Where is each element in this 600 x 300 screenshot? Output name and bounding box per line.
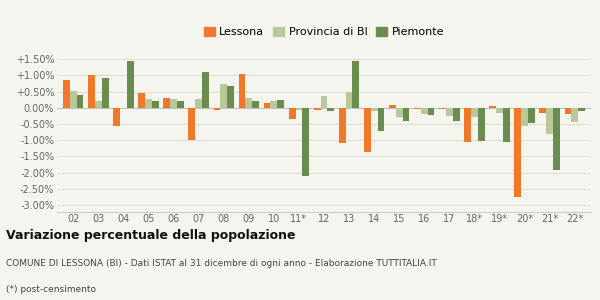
Bar — [546, 108, 553, 134]
Bar — [578, 108, 585, 111]
Bar — [277, 100, 284, 108]
Bar — [252, 100, 259, 108]
Bar — [95, 100, 102, 108]
Bar — [127, 61, 134, 108]
Bar — [163, 98, 170, 108]
Bar — [188, 108, 195, 140]
Bar — [264, 103, 271, 108]
Bar — [339, 108, 346, 143]
Bar — [503, 108, 509, 142]
Bar — [245, 98, 252, 108]
Bar — [496, 108, 503, 113]
Bar — [227, 86, 234, 108]
Bar — [70, 91, 77, 108]
Bar — [428, 108, 434, 115]
Bar — [403, 108, 409, 122]
Bar — [346, 92, 352, 108]
Bar — [239, 74, 245, 108]
Bar — [446, 108, 453, 116]
Bar — [421, 108, 428, 114]
Bar — [528, 108, 535, 123]
Bar — [396, 108, 403, 117]
Text: (*) post-censimento: (*) post-censimento — [6, 285, 96, 294]
Bar — [202, 72, 209, 108]
Bar — [113, 108, 120, 126]
Bar — [320, 96, 328, 108]
Bar — [565, 108, 571, 114]
Bar — [414, 108, 421, 109]
Bar — [170, 99, 177, 108]
Bar — [314, 108, 320, 110]
Bar — [289, 108, 296, 119]
Bar — [514, 108, 521, 197]
Bar — [371, 108, 377, 111]
Bar — [377, 108, 384, 131]
Bar — [195, 99, 202, 108]
Bar — [490, 106, 496, 108]
Bar — [214, 108, 220, 110]
Bar — [102, 78, 109, 108]
Bar — [478, 108, 485, 141]
Bar — [152, 101, 158, 108]
Bar — [389, 106, 396, 108]
Bar — [439, 108, 446, 109]
Bar — [296, 108, 302, 110]
Bar — [453, 108, 460, 122]
Text: COMUNE DI LESSONA (BI) - Dati ISTAT al 31 dicembre di ogni anno - Elaborazione T: COMUNE DI LESSONA (BI) - Dati ISTAT al 3… — [6, 260, 437, 268]
Legend: Lessona, Provincia di BI, Piemonte: Lessona, Provincia di BI, Piemonte — [202, 25, 446, 39]
Bar — [539, 108, 546, 112]
Bar — [139, 92, 145, 108]
Bar — [364, 108, 371, 152]
Bar — [177, 100, 184, 108]
Bar — [553, 108, 560, 170]
Bar — [120, 108, 127, 109]
Bar — [88, 75, 95, 108]
Bar — [302, 108, 309, 176]
Text: Variazione percentuale della popolazione: Variazione percentuale della popolazione — [6, 230, 296, 242]
Bar — [352, 61, 359, 108]
Bar — [571, 108, 578, 122]
Bar — [271, 100, 277, 108]
Bar — [471, 108, 478, 117]
Bar — [63, 80, 70, 108]
Bar — [521, 108, 528, 126]
Bar — [464, 108, 471, 142]
Bar — [220, 84, 227, 108]
Bar — [77, 95, 83, 108]
Bar — [145, 99, 152, 108]
Bar — [328, 108, 334, 111]
